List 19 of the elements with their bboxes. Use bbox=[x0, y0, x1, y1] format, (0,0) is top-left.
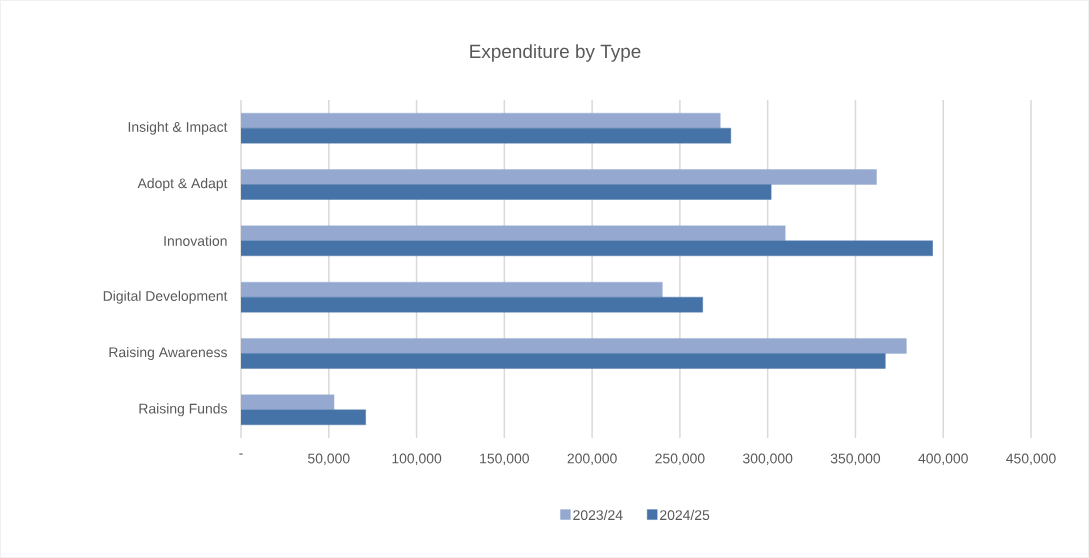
x-tick-label: 150,000 bbox=[480, 453, 529, 466]
legend-label: 2024/25 bbox=[660, 509, 710, 521]
x-tick-label: 200,000 bbox=[567, 453, 617, 466]
x-tick-label: 300,000 bbox=[743, 453, 793, 466]
legend-label: 2023/24 bbox=[573, 509, 623, 521]
x-tick-label: 350,000 bbox=[830, 453, 881, 466]
x-tick-label: 250,000 bbox=[655, 453, 705, 466]
x-tick-label: 50,000 bbox=[308, 453, 350, 466]
y-tick-label: Insight & Impact bbox=[128, 121, 228, 135]
x-tick-label: 400,000 bbox=[918, 453, 968, 466]
y-tick-label: Digital Development bbox=[103, 290, 228, 304]
x-tick-label: 100,000 bbox=[392, 453, 442, 466]
y-tick-label: Raising Funds bbox=[139, 403, 227, 417]
y-tick-label: Innovation bbox=[164, 235, 227, 246]
x-tick-label: - bbox=[239, 453, 243, 455]
x-tick-label: 450,000 bbox=[1006, 453, 1056, 466]
chart-title: Expenditure by Type bbox=[470, 44, 641, 62]
y-tick-label: Raising Awareness bbox=[109, 346, 227, 360]
y-tick-label: Adopt & Adapt bbox=[137, 177, 228, 191]
